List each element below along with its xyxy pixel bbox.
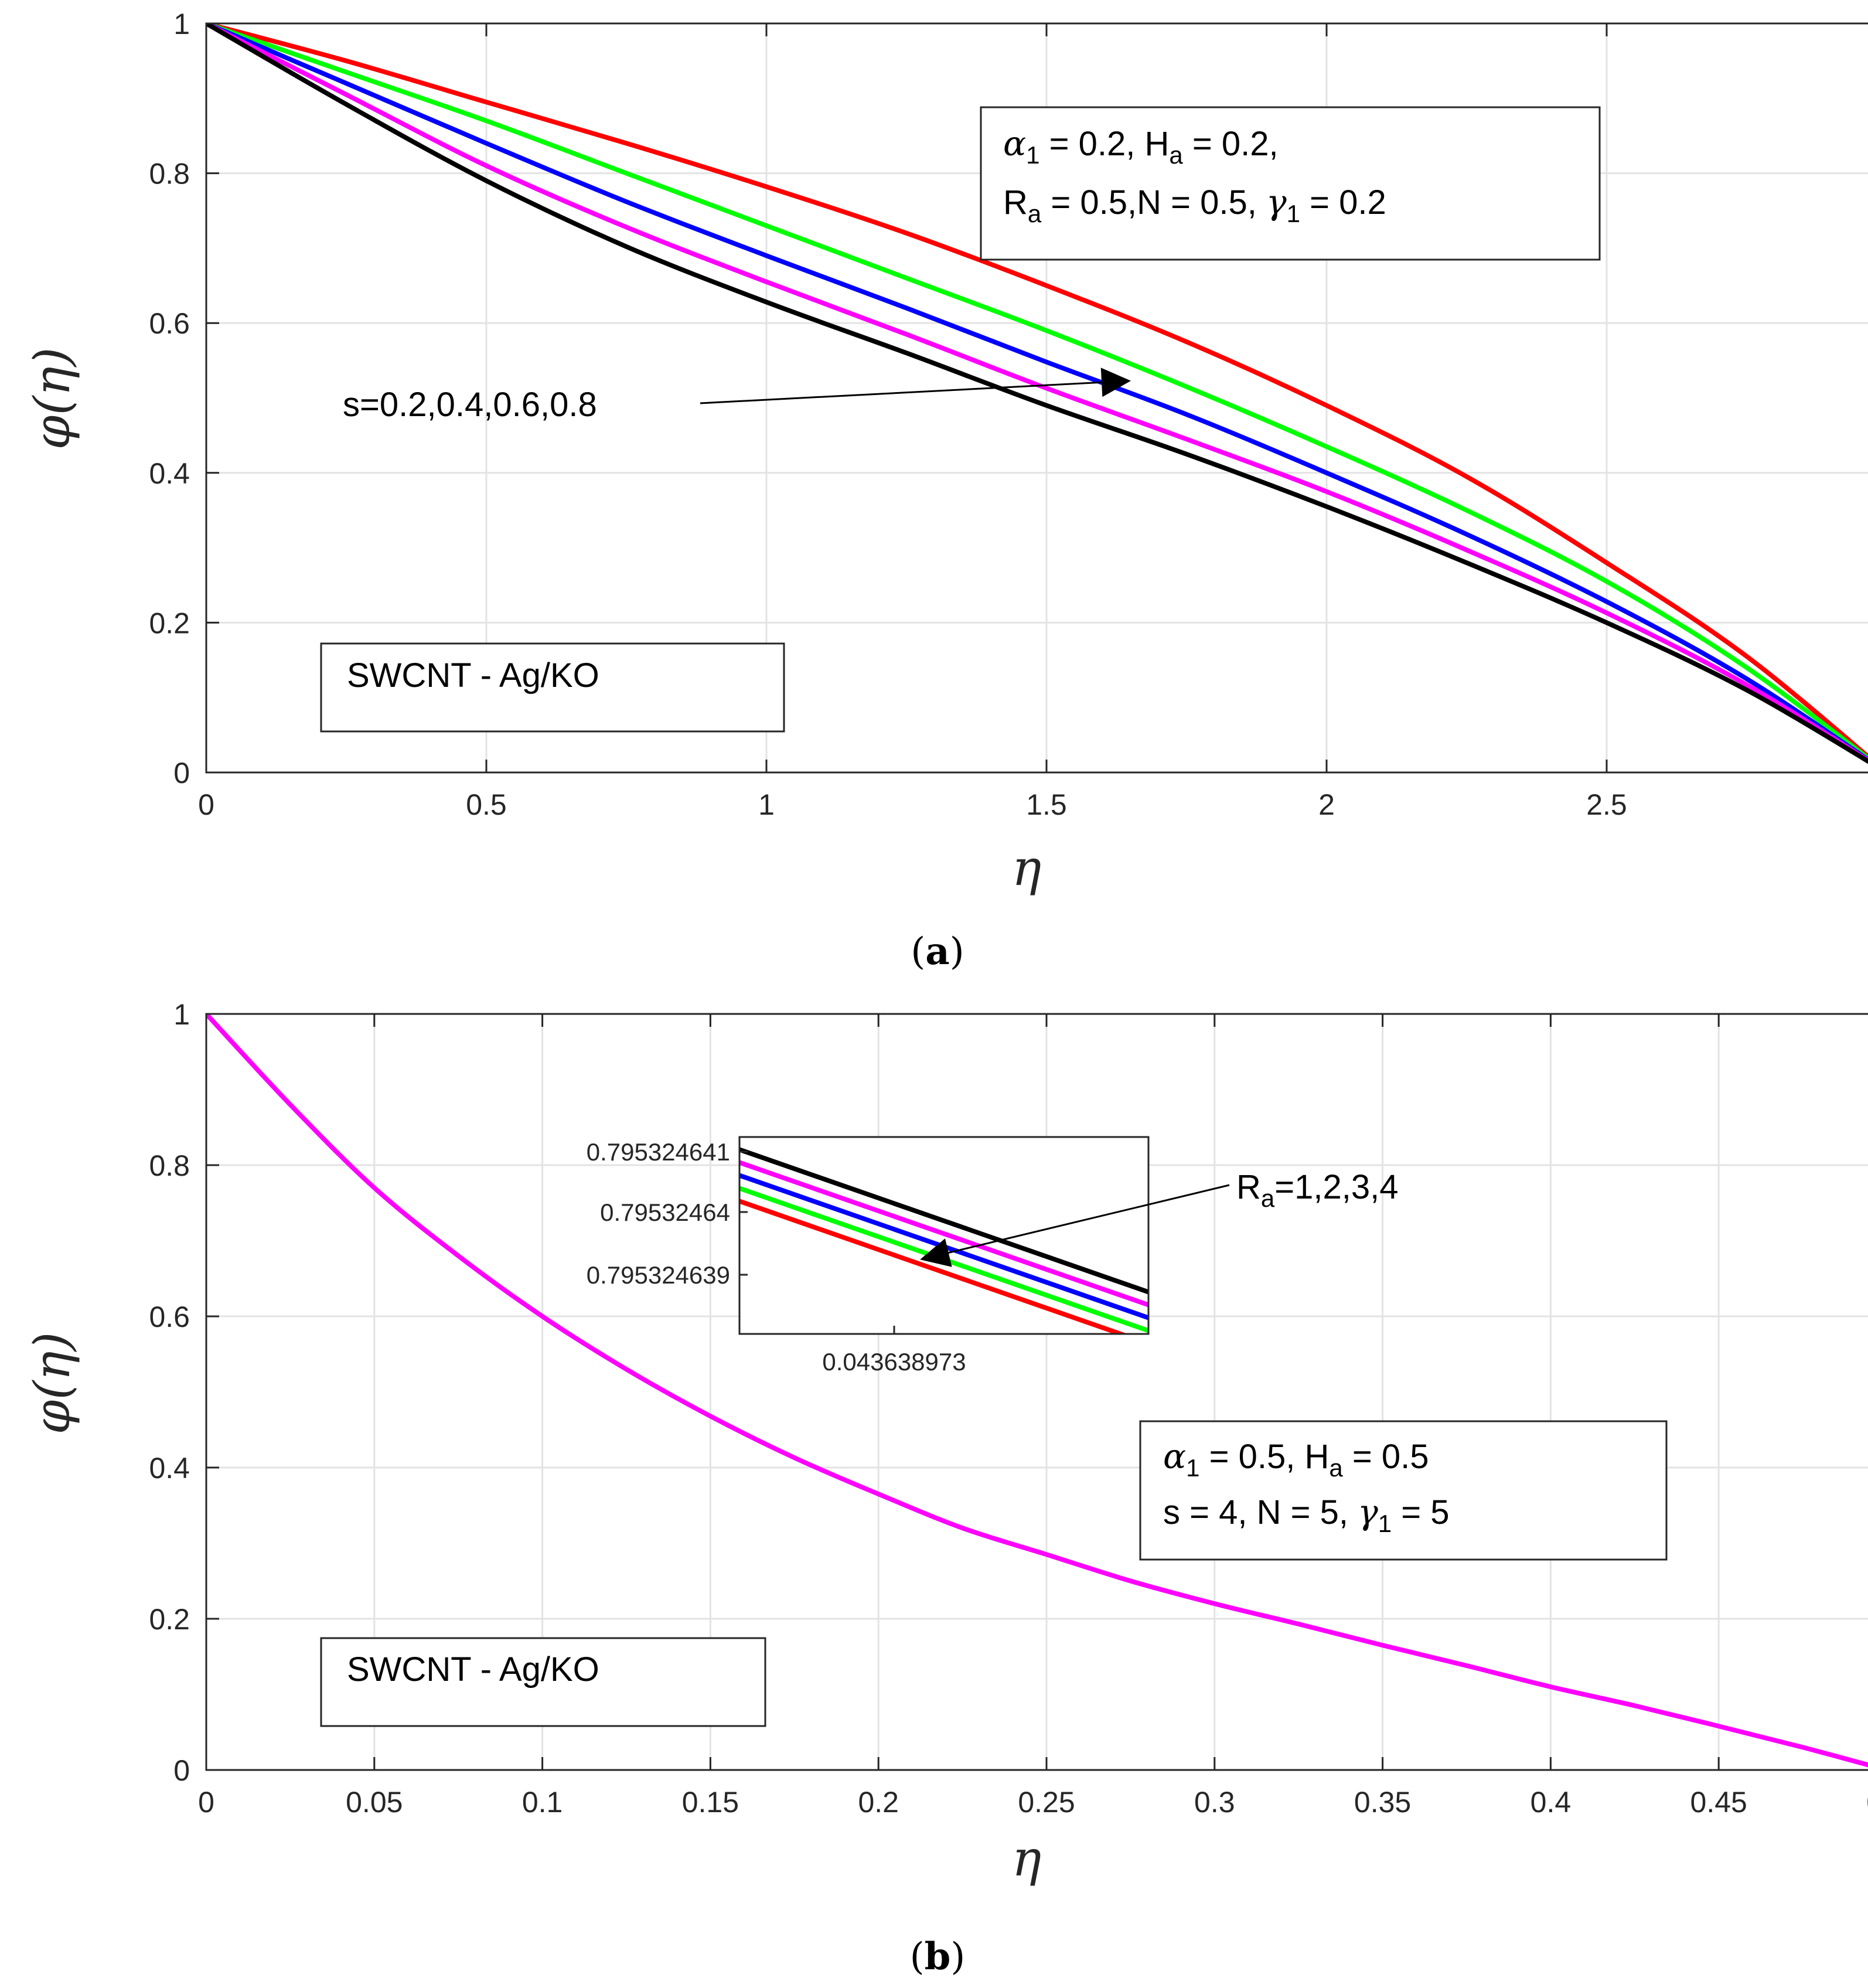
- panel-b-parameter-box: α1 = 0.5, Ha = 0.5 s = 4, N = 5, γ1 = 5: [1140, 1421, 1666, 1560]
- gamma-subscript: 1: [1287, 200, 1300, 227]
- ra-symbol: R: [1236, 1168, 1261, 1206]
- panel-a-parameter-box: α1 = 0.2, Ha = 0.2, Ra = 0.5,N = 0.5, γ1…: [981, 107, 1600, 260]
- panel-b-param-line-1: α1 = 0.5, Ha = 0.5: [1163, 1436, 1429, 1482]
- panel-a: 00.511.522.53 00.20.40.60.81 η φ(η) α1 =…: [23, 8, 1868, 897]
- panel-b-fluid-label: SWCNT - Ag/KO: [347, 1650, 599, 1689]
- x-tick-label: 0.25: [1018, 1786, 1075, 1819]
- x-tick-label: 0.05: [346, 1786, 403, 1819]
- alpha-symbol: α: [1003, 124, 1026, 164]
- y-tick-label: 0.2: [149, 607, 190, 639]
- y-tick-label: 0.2: [149, 1603, 190, 1636]
- y-tick-label: 1: [173, 998, 190, 1031]
- figure: 00.511.522.53 00.20.40.60.81 η φ(η) α1 =…: [0, 0, 1868, 1988]
- inset-x-tick-label: 0.043638973: [822, 1348, 966, 1376]
- h-subscript: a: [1169, 141, 1183, 169]
- gamma-subscript-b: 1: [1378, 1510, 1392, 1537]
- panel-b-arrow-label: Ra=1,2,3,4: [1236, 1168, 1399, 1212]
- x-tick-label: 0.2: [858, 1786, 899, 1819]
- ra-values: =1,2,3,4: [1274, 1168, 1398, 1206]
- s-n-values: s = 4, N = 5,: [1163, 1493, 1358, 1531]
- x-tick-label: 0: [198, 1786, 214, 1819]
- inset-y-tick-label: 0.79532464: [600, 1199, 730, 1226]
- y-tick-label: 1: [173, 8, 190, 40]
- panel-b-caption-letter: b: [925, 1935, 951, 1979]
- alpha-value-b: = 0.5, H: [1200, 1438, 1330, 1476]
- x-tick-label: 0.5: [466, 788, 507, 821]
- inset-y-ticks: 0.795324641 0.79532464 0.795324639: [587, 1138, 748, 1289]
- y-tick-label: 0.8: [149, 158, 190, 190]
- panel-a-y-axis-title: φ(η): [23, 348, 81, 450]
- panel-b-x-axis-title: η: [1012, 1830, 1041, 1887]
- alpha-value: = 0.2, H: [1040, 125, 1170, 163]
- h-value: = 0.2,: [1183, 125, 1279, 163]
- x-tick-label: 0.1: [522, 1786, 563, 1819]
- panel-b: 0 0.05 0.1 0.15 0.2 0.25 0.3 0.35 0.4 0.45 0.5 0 0.…: [23, 998, 1868, 1887]
- panel-b-caption: (b): [910, 1935, 966, 1979]
- x-tick-label: 0.35: [1354, 1786, 1411, 1819]
- r-value: = 0.5,N = 0.5,: [1041, 183, 1266, 222]
- panel-a-caption: (a): [911, 930, 964, 973]
- y-tick-label: 0.4: [149, 457, 190, 490]
- inset-y-tick-label: 0.795324641: [587, 1138, 730, 1166]
- x-tick-label: 2: [1318, 788, 1335, 821]
- panel-a-arrow-label: s=0.2,0.4,0.6,0.8: [343, 386, 597, 424]
- panel-b-y-axis-title: φ(η): [23, 1332, 81, 1435]
- x-tick-label: 0: [198, 788, 214, 821]
- x-tick-label: 0.4: [1530, 1786, 1572, 1819]
- ra-subscript: a: [1261, 1184, 1275, 1212]
- alpha-subscript: 1: [1026, 141, 1039, 169]
- panel-a-x-axis-title: η: [1012, 839, 1041, 897]
- x-tick-label: 2.5: [1586, 788, 1627, 821]
- panel-a-arrow: [700, 381, 1128, 403]
- panel-a-param-line-2: Ra = 0.5,N = 0.5, γ1 = 0.2: [1003, 182, 1386, 227]
- y-tick-label: 0.6: [149, 307, 190, 340]
- panel-a-caption-letter: a: [925, 930, 949, 973]
- panel-b-inset: 0.795324641 0.79532464 0.795324639 0.04363…: [587, 1137, 1154, 1376]
- panel-b-param-line-2: s = 4, N = 5, γ1 = 5: [1163, 1492, 1449, 1537]
- panel-a-fluid-label: SWCNT - Ag/KO: [347, 656, 599, 695]
- gamma-symbol-b: γ: [1358, 1492, 1378, 1532]
- x-tick-label: 0.15: [682, 1786, 739, 1819]
- y-tick-label: 0.6: [149, 1301, 190, 1333]
- x-tick-label: 0.45: [1690, 1786, 1747, 1819]
- gamma-value: = 0.2: [1300, 183, 1386, 222]
- y-tick-label: 0: [173, 757, 190, 789]
- x-tick-label: 0.3: [1194, 1786, 1235, 1819]
- r-symbol: R: [1003, 183, 1028, 222]
- x-tick-label: 1.5: [1026, 788, 1067, 821]
- h-value-b: = 0.5: [1343, 1438, 1429, 1476]
- x-tick-label: 1: [758, 788, 775, 821]
- inset-y-tick-label: 0.795324639: [587, 1261, 730, 1289]
- alpha-symbol-b: α: [1163, 1436, 1186, 1476]
- y-tick-label: 0.4: [149, 1452, 190, 1485]
- y-tick-label: 0: [173, 1754, 190, 1787]
- gamma-value-b: = 5: [1392, 1493, 1449, 1531]
- h-subscript-b: a: [1329, 1454, 1343, 1482]
- alpha-subscript-b: 1: [1186, 1454, 1199, 1482]
- y-tick-label: 0.8: [149, 1149, 190, 1182]
- r-subscript: a: [1028, 200, 1042, 227]
- panel-a-param-line-1: α1 = 0.2, Ha = 0.2,: [1003, 124, 1279, 169]
- gamma-symbol: γ: [1266, 182, 1287, 222]
